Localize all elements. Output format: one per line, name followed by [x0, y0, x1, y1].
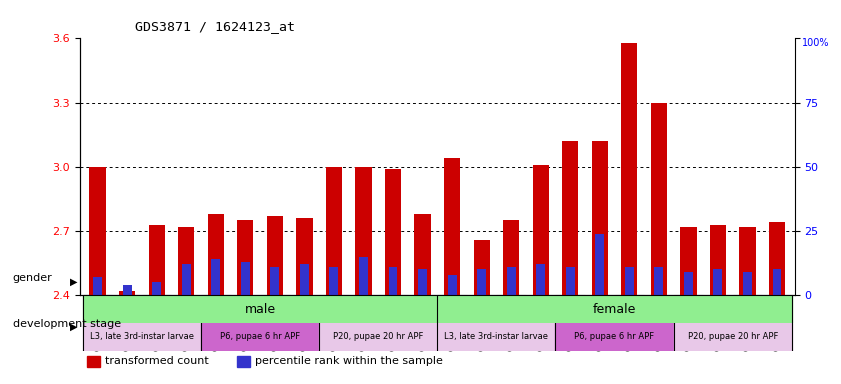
Bar — [437, 323, 555, 351]
Bar — [119, 291, 135, 295]
Bar — [477, 270, 486, 295]
Text: ▶: ▶ — [71, 276, 77, 286]
Bar — [89, 167, 106, 295]
Bar — [532, 165, 549, 295]
Bar — [267, 216, 283, 295]
Bar — [710, 225, 726, 295]
Text: L3, late 3rd-instar larvae: L3, late 3rd-instar larvae — [90, 333, 194, 341]
Bar — [211, 259, 220, 295]
Bar — [271, 267, 279, 295]
Text: female: female — [593, 303, 637, 316]
Text: L3, late 3rd-instar larvae: L3, late 3rd-instar larvae — [444, 333, 548, 341]
Bar — [437, 295, 791, 323]
Bar — [330, 267, 338, 295]
Text: GDS3871 / 1624123_at: GDS3871 / 1624123_at — [135, 20, 294, 33]
Text: transformed count: transformed count — [105, 356, 209, 366]
Bar — [773, 270, 781, 295]
Text: male: male — [245, 303, 276, 316]
Bar — [444, 158, 460, 295]
Text: gender: gender — [13, 273, 52, 283]
Bar — [625, 267, 634, 295]
Bar — [208, 214, 224, 295]
Bar — [389, 267, 398, 295]
Bar — [83, 295, 437, 323]
Bar — [149, 225, 165, 295]
Bar — [93, 277, 102, 295]
Bar — [241, 262, 250, 295]
Bar — [296, 218, 313, 295]
Bar — [680, 227, 696, 295]
Bar — [325, 167, 342, 295]
Bar — [595, 233, 604, 295]
Bar — [674, 323, 791, 351]
Bar — [385, 169, 401, 295]
Bar — [415, 214, 431, 295]
Bar — [87, 356, 100, 367]
Bar — [566, 267, 574, 295]
Bar — [739, 227, 755, 295]
Bar — [592, 141, 608, 295]
Bar — [654, 267, 664, 295]
Bar — [359, 257, 368, 295]
Text: percentile rank within the sample: percentile rank within the sample — [255, 356, 443, 366]
Text: P20, pupae 20 hr APF: P20, pupae 20 hr APF — [688, 333, 778, 341]
Bar — [713, 270, 722, 295]
Bar — [201, 323, 320, 351]
Bar — [237, 356, 250, 367]
Text: P6, pupae 6 hr APF: P6, pupae 6 hr APF — [220, 333, 300, 341]
Bar — [418, 270, 427, 295]
Bar — [621, 43, 637, 295]
Bar — [651, 103, 667, 295]
Text: ▶: ▶ — [71, 322, 77, 332]
Bar — [123, 285, 132, 295]
Bar — [83, 323, 201, 351]
Text: P20, pupae 20 hr APF: P20, pupae 20 hr APF — [333, 333, 423, 341]
Text: P6, pupae 6 hr APF: P6, pupae 6 hr APF — [574, 333, 654, 341]
Bar — [356, 167, 372, 295]
Text: 100%: 100% — [801, 38, 829, 48]
Bar — [473, 240, 489, 295]
Bar — [152, 282, 161, 295]
Bar — [506, 267, 516, 295]
Bar — [743, 272, 752, 295]
Bar — [237, 220, 253, 295]
Bar — [178, 227, 194, 295]
Bar — [562, 141, 579, 295]
Bar — [320, 323, 437, 351]
Text: development stage: development stage — [13, 319, 121, 329]
Bar — [684, 272, 693, 295]
Bar — [555, 323, 674, 351]
Bar — [537, 264, 545, 295]
Bar — [769, 222, 785, 295]
Bar — [503, 220, 519, 295]
Bar — [300, 264, 309, 295]
Bar — [447, 275, 457, 295]
Bar — [182, 264, 191, 295]
